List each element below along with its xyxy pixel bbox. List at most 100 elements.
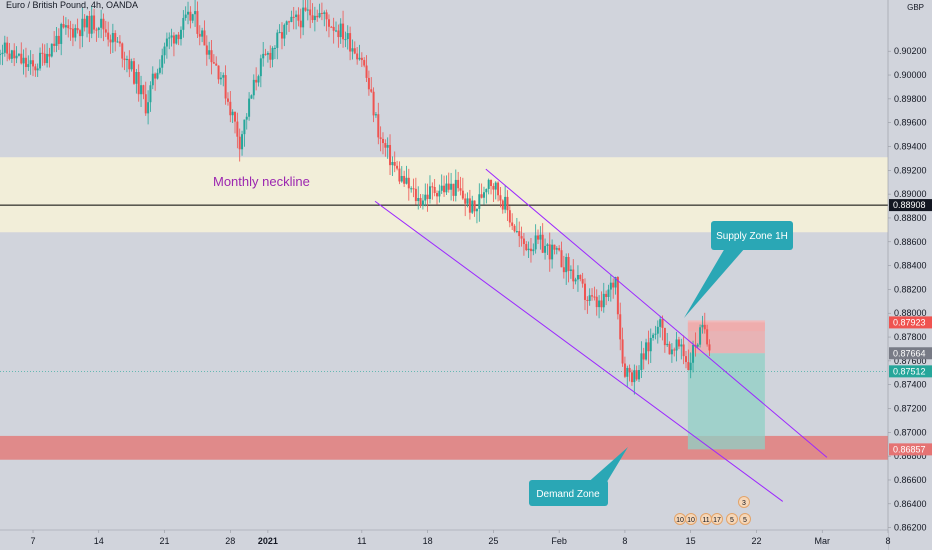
candle	[20, 42, 23, 65]
candle-body	[605, 293, 608, 297]
time-tick-label: Feb	[551, 536, 567, 546]
candle-body	[104, 29, 107, 33]
candle	[682, 335, 685, 365]
candle-body	[576, 275, 579, 280]
candle	[367, 70, 370, 96]
candle-body	[609, 282, 612, 290]
candle-body	[179, 29, 182, 40]
candle	[262, 42, 265, 67]
candle	[215, 56, 218, 66]
candle-body	[219, 77, 222, 80]
candle	[278, 24, 281, 34]
candle	[506, 190, 509, 221]
candle-body	[365, 65, 368, 78]
time-tick-label: 8	[622, 536, 627, 546]
candle	[6, 36, 9, 62]
candle-body	[123, 58, 126, 61]
candle-body	[41, 52, 44, 54]
candle	[36, 63, 39, 77]
price-tick-label: 0.89600	[894, 118, 927, 128]
candle-body	[325, 12, 328, 20]
candle	[426, 183, 429, 212]
time-axis-background	[0, 530, 888, 550]
candle	[621, 327, 624, 367]
candle	[680, 338, 683, 360]
candle-body	[285, 21, 288, 25]
candle	[546, 243, 549, 256]
time-tick-label: 28	[225, 536, 235, 546]
candle	[436, 190, 439, 205]
demand-callout-box	[529, 480, 608, 506]
candle	[452, 183, 455, 202]
time-tick-label: 21	[160, 536, 170, 546]
candle-body	[292, 16, 295, 18]
candle-body	[43, 53, 46, 64]
candle-body	[32, 60, 34, 67]
candle-body	[137, 72, 140, 95]
candle-body	[344, 39, 347, 41]
candle-body	[459, 188, 462, 191]
candle-body	[93, 15, 96, 30]
candle-body	[27, 64, 30, 68]
candle	[414, 177, 417, 205]
candle	[659, 315, 662, 338]
candle-body	[706, 329, 709, 345]
supply-callout-pointer	[684, 248, 745, 318]
candle	[163, 42, 166, 64]
candle	[529, 237, 532, 263]
candle-body	[541, 234, 544, 253]
candle	[325, 9, 328, 32]
candle	[468, 189, 471, 220]
candle-body	[447, 183, 450, 190]
candle-body	[386, 145, 389, 148]
candle-body	[504, 196, 507, 210]
candle-body	[187, 11, 190, 15]
candle-body	[553, 244, 556, 250]
candle-body	[210, 50, 213, 63]
candle-body	[708, 344, 711, 351]
candle-body	[107, 32, 110, 40]
candle	[27, 55, 30, 71]
candle	[182, 10, 185, 38]
candle	[551, 239, 554, 269]
price-label-text: 0.87923	[893, 317, 926, 327]
candle	[511, 213, 514, 230]
candle-body	[332, 26, 335, 31]
candle-body	[703, 324, 706, 330]
candle	[288, 20, 291, 32]
candle	[464, 193, 467, 217]
event-marker-count: 17	[713, 517, 721, 524]
candle-body	[621, 339, 624, 364]
candle	[187, 1, 190, 25]
candle	[259, 54, 262, 88]
candle-body	[60, 23, 63, 44]
candle	[224, 65, 227, 105]
candle	[656, 320, 659, 344]
candle	[638, 365, 641, 382]
candle-body	[689, 362, 692, 371]
candle-body	[252, 79, 255, 96]
candle-body	[490, 179, 493, 187]
candle	[226, 92, 229, 106]
candle	[264, 48, 267, 56]
candle-body	[189, 11, 192, 21]
candle-body	[656, 326, 659, 334]
time-tick-label: 22	[751, 536, 761, 546]
candle	[234, 111, 237, 134]
candle-body	[10, 50, 13, 59]
candle-body	[135, 72, 138, 84]
candle	[17, 53, 20, 57]
candle	[419, 194, 422, 208]
candle-body	[224, 75, 227, 99]
candle	[248, 92, 251, 121]
candle-body	[74, 28, 77, 38]
candle-body	[15, 55, 18, 59]
candle	[273, 45, 276, 60]
candle-body	[320, 12, 323, 14]
price-tick-label: 0.90200	[894, 46, 927, 56]
candle	[46, 43, 49, 68]
candle	[104, 20, 107, 38]
candle	[53, 31, 56, 53]
